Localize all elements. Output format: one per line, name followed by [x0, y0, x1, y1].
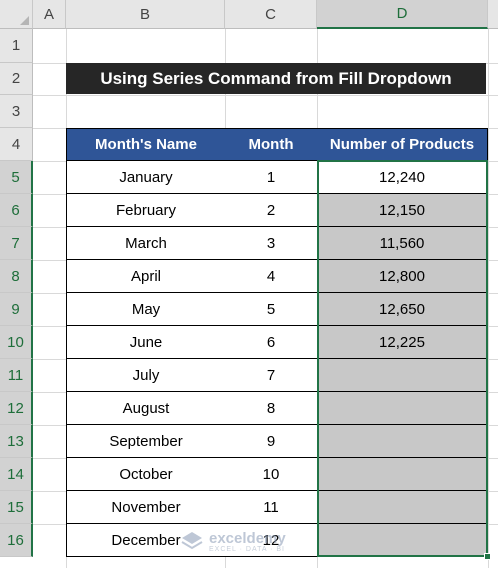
gridline-vertical — [488, 29, 489, 568]
fill-handle[interactable] — [484, 553, 491, 560]
cell-month-name[interactable]: October — [66, 458, 226, 491]
cell-month-name[interactable]: June — [66, 326, 226, 359]
cell-number-of-products[interactable]: 12,800 — [317, 260, 488, 293]
row-header-9[interactable]: 9 — [0, 293, 33, 326]
cell-month-name[interactable]: December — [66, 524, 226, 557]
cell-number-of-products[interactable]: 12,225 — [317, 326, 488, 359]
cell-month-name[interactable]: January — [66, 161, 226, 194]
cell-month[interactable]: 5 — [225, 293, 318, 326]
cell-month-name[interactable]: February — [66, 194, 226, 227]
column-header-a[interactable]: A — [33, 0, 66, 29]
cell-number-of-products[interactable] — [317, 458, 488, 491]
cell-number-of-products[interactable]: 12,150 — [317, 194, 488, 227]
select-all-corner[interactable] — [0, 0, 33, 29]
cell-month[interactable]: 7 — [225, 359, 318, 392]
column-header-b[interactable]: B — [66, 0, 225, 29]
cell-number-of-products[interactable] — [317, 524, 488, 557]
row-header-1[interactable]: 1 — [0, 29, 33, 63]
column-header-d[interactable]: D — [317, 0, 488, 29]
cell-month[interactable]: 2 — [225, 194, 318, 227]
cell-month[interactable]: 11 — [225, 491, 318, 524]
cell-number-of-products[interactable] — [317, 392, 488, 425]
row-header-3[interactable]: 3 — [0, 95, 33, 128]
cell-month[interactable]: 10 — [225, 458, 318, 491]
cell-number-of-products[interactable] — [317, 359, 488, 392]
cell-month-name[interactable]: August — [66, 392, 226, 425]
cell-month[interactable]: 9 — [225, 425, 318, 458]
cell-month[interactable]: 1 — [225, 161, 318, 194]
row-header-13[interactable]: 13 — [0, 425, 33, 458]
cell-number-of-products[interactable]: 12,240 — [317, 161, 488, 194]
cell-month[interactable]: 12 — [225, 524, 318, 557]
row-header-4[interactable]: 4 — [0, 128, 33, 161]
row-header-10[interactable]: 10 — [0, 326, 33, 359]
header-month: Month — [225, 128, 318, 161]
column-header-c[interactable]: C — [225, 0, 317, 29]
cell-month-name[interactable]: September — [66, 425, 226, 458]
row-header-5[interactable]: 5 — [0, 161, 33, 194]
row-header-12[interactable]: 12 — [0, 392, 33, 425]
row-header-11[interactable]: 11 — [0, 359, 33, 392]
cell-month[interactable]: 6 — [225, 326, 318, 359]
cell-month-name[interactable]: May — [66, 293, 226, 326]
cell-month[interactable]: 8 — [225, 392, 318, 425]
cell-month-name[interactable]: November — [66, 491, 226, 524]
gridline-horizontal — [33, 95, 498, 96]
row-header-15[interactable]: 15 — [0, 491, 33, 524]
cell-month[interactable]: 3 — [225, 227, 318, 260]
cell-month[interactable]: 4 — [225, 260, 318, 293]
row-header-7[interactable]: 7 — [0, 227, 33, 260]
row-header-6[interactable]: 6 — [0, 194, 33, 227]
row-header-16[interactable]: 16 — [0, 524, 33, 557]
cell-month-name[interactable]: April — [66, 260, 226, 293]
title-banner: Using Series Command from Fill Dropdown — [66, 63, 486, 94]
cell-month-name[interactable]: March — [66, 227, 226, 260]
row-header-8[interactable]: 8 — [0, 260, 33, 293]
row-header-2[interactable]: 2 — [0, 63, 33, 95]
cell-number-of-products[interactable] — [317, 425, 488, 458]
column-header-e[interactable] — [488, 0, 498, 29]
cell-number-of-products[interactable] — [317, 491, 488, 524]
cell-number-of-products[interactable]: 11,560 — [317, 227, 488, 260]
header-month-name: Month's Name — [66, 128, 226, 161]
row-header-14[interactable]: 14 — [0, 458, 33, 491]
header-number-of-products: Number of Products — [317, 128, 488, 161]
cell-number-of-products[interactable]: 12,650 — [317, 293, 488, 326]
cell-month-name[interactable]: July — [66, 359, 226, 392]
